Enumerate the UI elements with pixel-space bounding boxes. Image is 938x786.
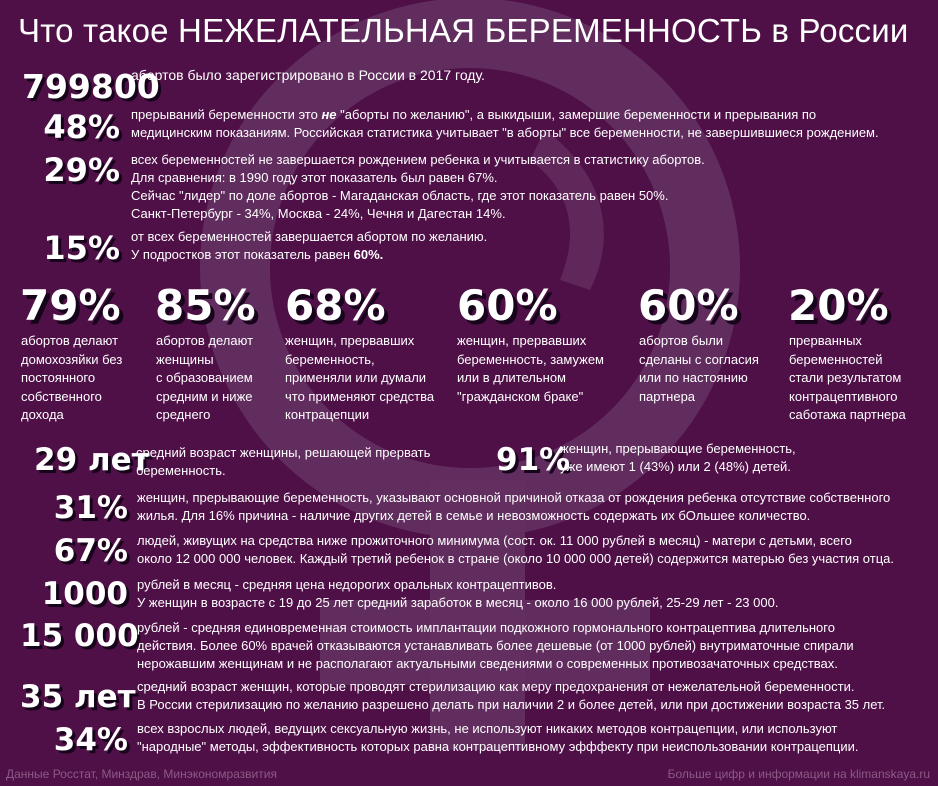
stat-text: прерываний беременности это не "аборты п… <box>131 107 879 140</box>
column-number: 68% <box>285 281 386 330</box>
stat-number: 15 000 <box>20 618 139 654</box>
stat-number: 15% <box>43 229 120 267</box>
stat-number: 1000 <box>41 576 128 612</box>
stat-number: 34% <box>53 722 128 758</box>
footer-link[interactable]: Больше цифр и информации на klimanskaya.… <box>667 767 930 781</box>
stat-text: женщин, прерывающие беременность, указыв… <box>137 490 891 523</box>
stat-text: рублей в месяц - средняя цена недорогих … <box>137 577 779 610</box>
stat-text: средний возраст женщин, которые проводят… <box>137 679 886 712</box>
column-number: 60% <box>638 281 739 330</box>
stat-number: 31% <box>53 490 128 526</box>
stat-text: всех беременностей не завершается рожден… <box>131 152 705 221</box>
stat-text: людей, живущих на средства ниже прожиточ… <box>137 533 894 566</box>
stat-number: 29 лет <box>34 442 150 478</box>
footer-source: Данные Росстат, Минздрав, Минэкономразви… <box>6 767 277 781</box>
stat-text: средний возраст женщины, решающей прерва… <box>136 445 431 478</box>
column-number: 20% <box>788 281 889 330</box>
column-text: женщин, прервавших беременность, замужем и… <box>457 333 604 404</box>
stat-text: женщин, прерывающие беременность, уже име… <box>560 441 796 474</box>
column-text: абортов делают домохозяйки без постоянного… <box>21 333 123 422</box>
stat-text: всех взрослых людей, ведущих сексуальную… <box>137 721 859 754</box>
stat-text: рублей - средняя единовременная стоимост… <box>137 620 854 671</box>
stat-number: 48% <box>43 108 120 146</box>
page-title: Что такое НЕЖЕЛАТЕЛЬНАЯ БЕРЕМЕННОСТЬ в Р… <box>18 12 909 49</box>
stat-number: 35 лет <box>20 679 136 715</box>
column-number: 60% <box>457 281 558 330</box>
column-number: 85% <box>155 281 256 330</box>
column-text: прерванных беременностей стали результатом… <box>789 333 906 422</box>
stat-text: абортов было зарегистрировано в России в… <box>131 67 485 83</box>
column-text: абортов делают женщины с образованием средн… <box>156 333 254 422</box>
column-text: абортов были сделаны с согласия или по нас… <box>639 333 759 404</box>
stat-text: от всех беременностей завершается аборто… <box>131 229 488 262</box>
stat-number: 91% <box>496 442 571 478</box>
stat-number: 67% <box>53 533 128 569</box>
column-number: 79% <box>20 281 121 330</box>
stat-number: 799800 <box>22 67 160 106</box>
column-text: женщин, прервавших беременность, применяли… <box>285 333 435 422</box>
stat-number: 29% <box>43 151 120 189</box>
